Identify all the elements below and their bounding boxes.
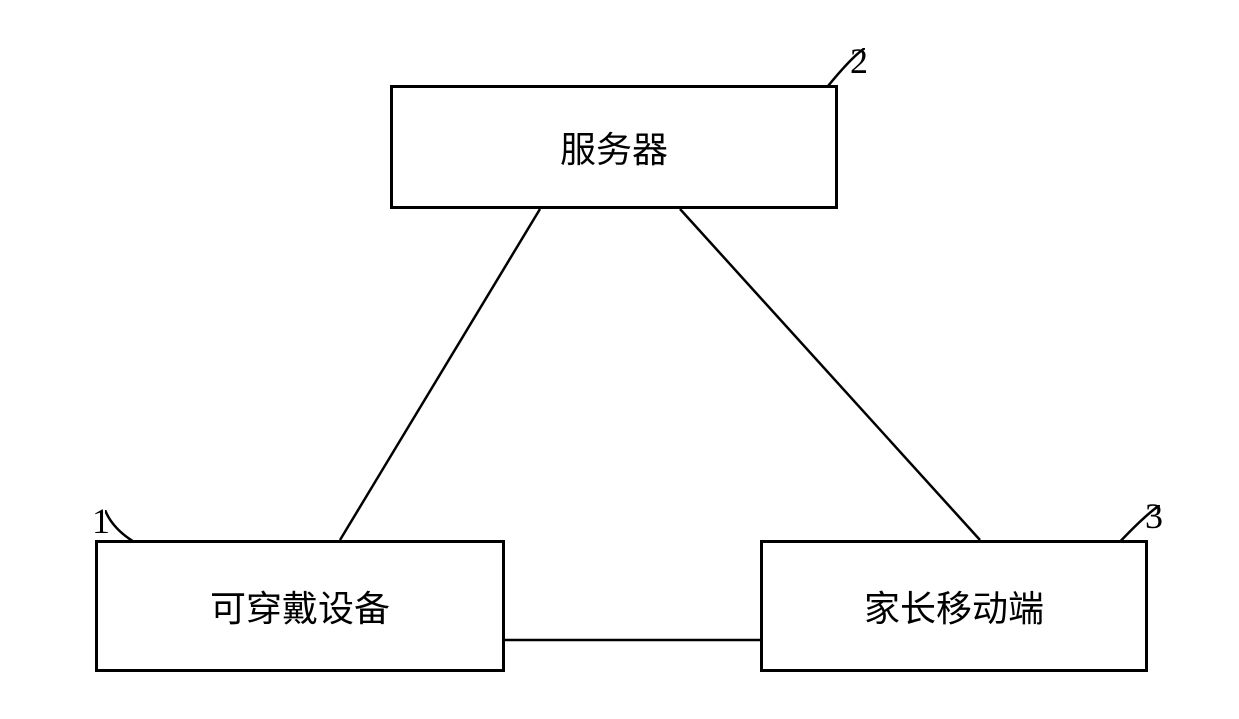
node-parent-mobile: 家长移动端 (760, 540, 1148, 672)
edge-0 (340, 209, 540, 540)
node-wearable-label: 可穿戴设备 (210, 580, 390, 632)
diagram-container: 2 服务器 1 可穿戴设备 3 家长移动端 (0, 0, 1239, 719)
node-parent-mobile-label: 家长移动端 (864, 580, 1044, 632)
node-number-wearable: 1 (92, 500, 110, 542)
node-number-server: 2 (850, 40, 868, 82)
node-server: 服务器 (390, 85, 838, 209)
node-number-parent-mobile: 3 (1145, 495, 1163, 537)
edge-1 (680, 209, 980, 540)
node-wearable: 可穿戴设备 (95, 540, 505, 672)
node-server-label: 服务器 (560, 121, 668, 173)
